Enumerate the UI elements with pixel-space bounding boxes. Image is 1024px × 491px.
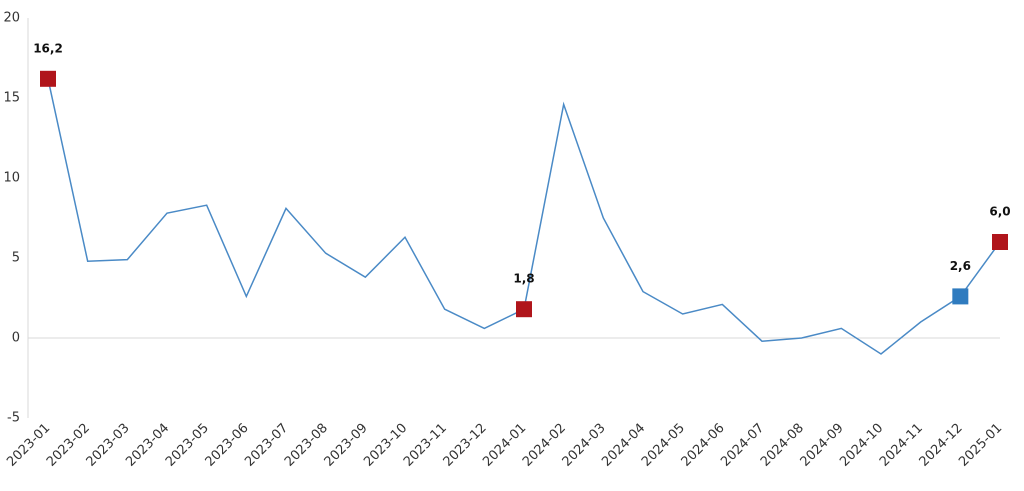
value-label: 16,2 <box>33 41 63 55</box>
x-tick-label: 2025-01 <box>956 421 1005 470</box>
marker <box>40 70 56 87</box>
y-tick-label: 5 <box>12 251 20 266</box>
y-tick-label: 10 <box>3 171 20 186</box>
marker <box>992 234 1008 250</box>
marker <box>952 288 969 305</box>
value-label: 2,6 <box>950 259 971 273</box>
y-tick-label: 0 <box>12 331 20 346</box>
y-tick-label: 15 <box>3 91 20 106</box>
y-tick-label: -5 <box>7 411 20 426</box>
value-label: 1,8 <box>513 272 534 286</box>
value-label: 6,0 <box>989 205 1010 219</box>
y-tick-label: 20 <box>3 11 20 26</box>
marker <box>516 301 532 318</box>
